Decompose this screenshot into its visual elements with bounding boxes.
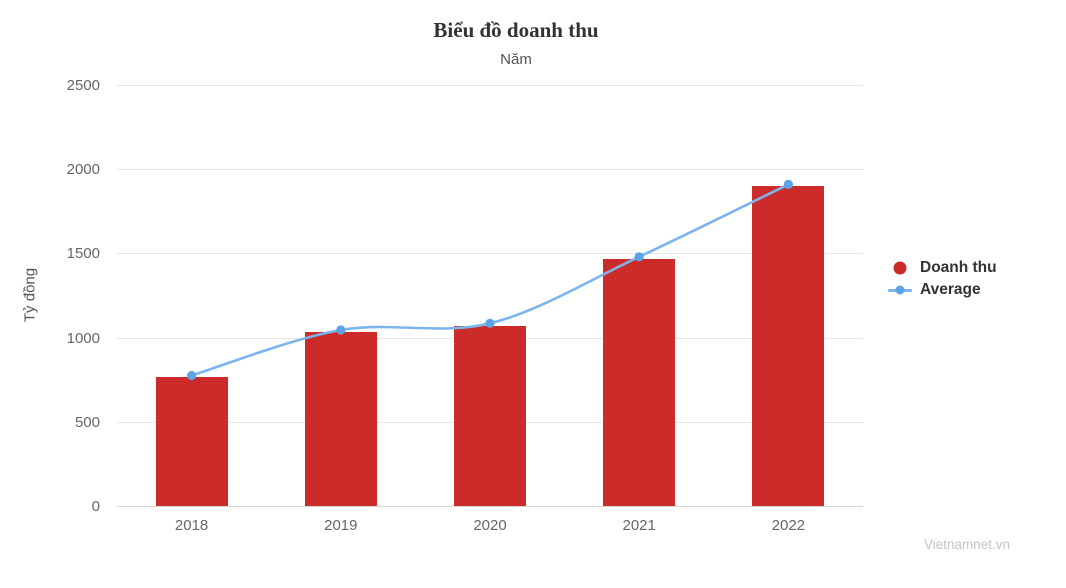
average-point-2018[interactable] [187,370,197,381]
bar-2018[interactable] [155,377,228,506]
average-point-2019[interactable] [336,325,346,335]
legend-item-average[interactable]: Average [888,279,997,301]
y-axis-tick-label: 0 [91,498,100,515]
y-axis-tick-label: 2500 [66,77,100,94]
average-point-2021[interactable] [634,252,644,262]
bar-2020[interactable] [454,325,526,506]
gridline [117,253,863,255]
legend: Doanh thu Average [888,257,997,301]
y-axis-tick-label: 1000 [66,329,100,347]
average-point-2022[interactable] [783,179,794,189]
y-axis-tick-label: 1500 [66,245,100,263]
chart-subtitle: Năm [500,51,532,68]
x-axis-label-2021: 2021 [622,517,656,534]
y-axis-tick-label: 2000 [66,161,100,179]
legend-item-doanh-thu[interactable]: Doanh thu [888,257,997,279]
average-point-2020[interactable] [485,318,495,328]
x-axis-label-2022: 2022 [771,517,806,534]
chart-title: Biểu đồ doanh thu [433,18,599,42]
bar-2022[interactable] [752,186,825,506]
gridline [117,169,863,171]
bar-2019[interactable] [304,331,377,506]
doanh-thu-legend-dot-icon [888,261,912,275]
x-axis-label-2020: 2020 [473,517,507,534]
x-axis-line [117,506,863,507]
legend-label-average: Average [920,281,981,298]
watermark: Vietnamnet.vn [923,537,1010,552]
x-axis-label-2018: 2018 [174,517,209,534]
gridline [117,85,863,86]
bar-2021[interactable] [603,258,676,506]
y-axis-tick-label: 500 [74,413,100,431]
y-axis-title: Tỷ đồng [21,267,39,323]
legend-label-doanh-thu: Doanh thu [920,259,997,276]
x-axis-label-2019: 2019 [324,517,358,534]
average-legend-line-icon [888,283,912,297]
